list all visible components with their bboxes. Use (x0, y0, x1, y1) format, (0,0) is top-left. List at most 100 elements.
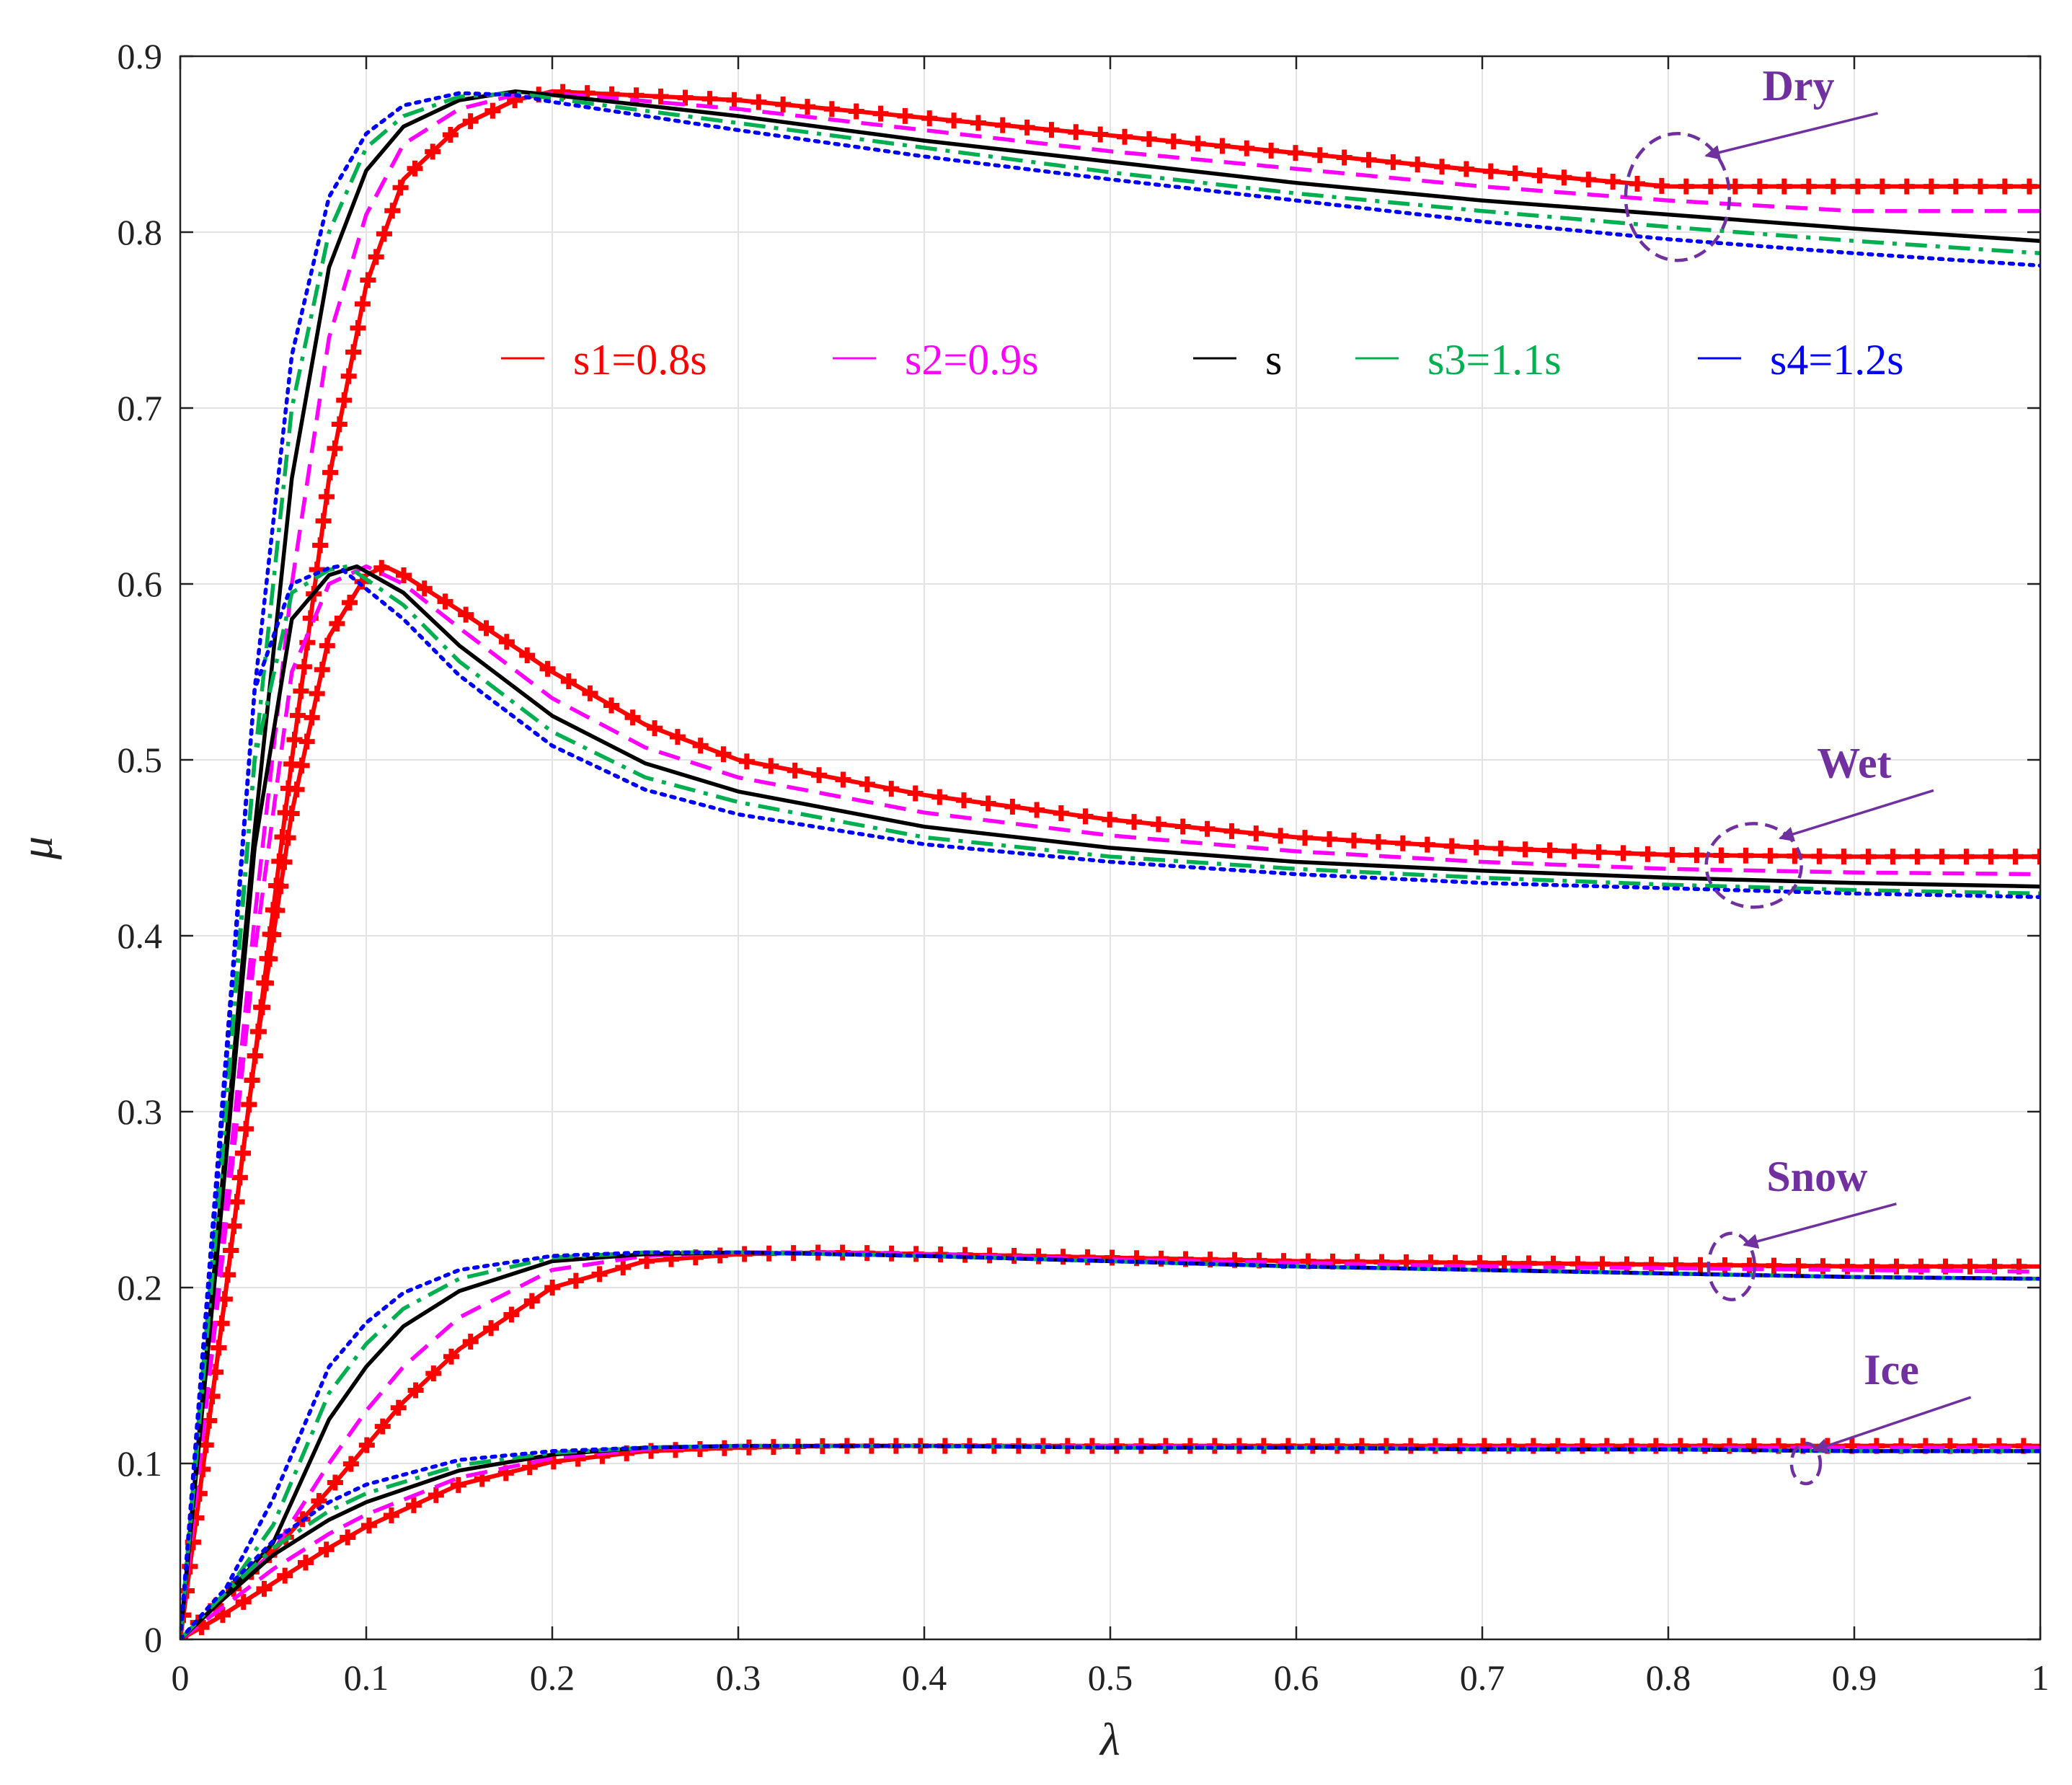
series-wet-s1-marker-70 (931, 789, 948, 805)
series-wet-s1-marker-89 (1394, 835, 1411, 851)
series-wet-s1-marker-21 (238, 1120, 254, 1137)
annotation-dry: Dry (1624, 62, 1879, 262)
series-wet-s1-marker-82 (1223, 823, 1240, 839)
x-tick-label-9: 0.9 (1832, 1657, 1877, 1698)
series-wet-s1-marker-77 (1102, 811, 1118, 828)
series-dry-s1-marker-47 (319, 488, 335, 505)
surface-snow (180, 1244, 2040, 1639)
series-ice-s1-marker-11 (405, 1497, 422, 1513)
annotation-circle-wet (1704, 822, 1803, 909)
y-tick-label-7: 0.7 (118, 388, 163, 428)
series-wet-s1-marker-110 (1909, 849, 1926, 865)
x-tick-label-2: 0.2 (530, 1657, 575, 1698)
series-dry-s1-marker-65 (484, 102, 501, 119)
series-snow-s1-marker-67 (1668, 1257, 1684, 1273)
series-ice-s1-marker-7 (318, 1541, 335, 1558)
series-wet-s1-marker-31 (273, 878, 289, 895)
series-wet-s-line (180, 564, 2040, 1639)
y-axis-label: μ (11, 836, 62, 860)
series-wet-s1-marker-81 (1199, 820, 1216, 837)
series-dry-s1-marker-124 (1923, 178, 1939, 195)
series-wet-s1-marker-24 (247, 1047, 263, 1064)
series-dry-s1-marker-125 (1947, 178, 1964, 195)
series-wet-s1-marker-58 (647, 720, 663, 737)
series-wet-s1-marker-19 (231, 1169, 248, 1186)
y-tick-label-1: 0.1 (118, 1443, 163, 1484)
annotation-label-wet: Wet (1817, 739, 1891, 787)
series-dry-s1-marker-94 (1190, 136, 1206, 152)
series-ice-s1-marker-13 (450, 1476, 466, 1493)
series-wet-s1-marker-27 (258, 975, 275, 991)
series-dry-s1-marker-61 (407, 160, 423, 177)
series-dry-s1-marker-39 (293, 683, 309, 699)
series-wet-s1-marker-29 (265, 926, 282, 943)
series-dry-s1-marker-97 (1263, 142, 1280, 159)
series-dry-s1-marker-81 (872, 105, 889, 122)
series-snow-s1-marker-28 (712, 1247, 728, 1264)
series-dry-s1-marker-114 (1678, 178, 1694, 195)
series-dry-s1-marker-102 (1385, 154, 1402, 170)
series-dry-s1-marker-99 (1311, 147, 1328, 164)
series-dry-s1-marker-78 (799, 99, 815, 115)
series-dry-s1-marker-54 (350, 320, 366, 337)
series-wet-s1-marker-25 (250, 1024, 267, 1040)
series-wet-s1-marker-46 (396, 567, 412, 584)
series-dry-s1-marker-73 (677, 89, 694, 106)
series-snow-s1-marker-18 (483, 1320, 500, 1337)
x-tick-label-6: 0.6 (1274, 1657, 1319, 1698)
series-wet-s1-marker-59 (669, 729, 686, 745)
series-dry-s1-marker-100 (1336, 149, 1352, 166)
x-tick-label-10: 1 (2032, 1657, 2050, 1698)
series-dry-s1-marker-52 (340, 368, 357, 384)
series-wet-s1-marker-36 (293, 757, 310, 774)
series-dry-s1-marker-57 (368, 249, 384, 265)
legend-item-s: s (1193, 336, 1282, 384)
series-dry-s1-marker-126 (1972, 178, 1988, 195)
series-dry-s3-line (180, 91, 2040, 1639)
series-wet-s1-marker-95 (1541, 842, 1558, 859)
series-wet-s1-marker-103 (1737, 847, 1754, 864)
series-dry-s1-marker-84 (946, 112, 962, 129)
series-dry-s1-markers (180, 84, 2037, 1639)
series-dry-s1-marker-60 (392, 180, 409, 196)
series-dry-s1-marker-101 (1360, 151, 1377, 168)
series-dry-s1-marker-75 (726, 92, 743, 108)
x-tick-label-4: 0.4 (902, 1657, 947, 1698)
annotation-label-ice: Ice (1864, 1346, 1919, 1394)
series-dry-s1-marker-98 (1287, 145, 1303, 161)
y-tick-label-4: 0.4 (118, 916, 163, 956)
series-ice-s1-marker-51 (1378, 1438, 1394, 1454)
legend-label-s2: s2=0.9s (905, 336, 1039, 384)
series-dry-s1-marker-92 (1141, 130, 1157, 147)
series-wet-s1-marker-90 (1419, 836, 1435, 853)
annotation-arrow-ice (1812, 1396, 1972, 1453)
series-wet-s1-marker-39 (309, 686, 325, 702)
series-snow-s1-marker-71 (1766, 1257, 1782, 1274)
series-wet-s1-marker-71 (955, 792, 972, 809)
series-dry-s1-marker-93 (1165, 133, 1182, 150)
annotation-arrow-wet (1778, 789, 1934, 842)
series-wet-s2-line (180, 564, 2040, 1639)
series-wet-s1-marker-84 (1272, 828, 1289, 844)
series-dry-s1-marker-40 (296, 658, 312, 675)
annotation-label-snow: Snow (1766, 1153, 1868, 1200)
legend-item-s3: s3=1.1s (1355, 336, 1562, 384)
series-wet-s1-marker-28 (262, 951, 278, 967)
series-dry-s1-marker-82 (897, 107, 913, 124)
series-wet-s1-marker-64 (787, 762, 803, 779)
series-wet-s1-marker-42 (329, 615, 345, 632)
series-ice-s1-marker-6 (297, 1554, 314, 1571)
series-dry-s1-marker-115 (1702, 178, 1719, 195)
annotation-circle-snow (1706, 1231, 1756, 1301)
y-tick-label-9: 0.9 (118, 36, 163, 76)
series-wet-s1-marker-67 (859, 776, 875, 792)
series-dry-s1-marker-77 (775, 96, 792, 112)
legend-label-s4: s4=1.2s (1770, 336, 1904, 384)
series-wet-s1-marker-30 (269, 902, 285, 918)
series-wet-s1-marker-102 (1713, 847, 1730, 864)
y-tick-label-8: 0.8 (118, 212, 163, 252)
series-dry-s1-marker-79 (823, 101, 840, 118)
series-wet-s1-marker-93 (1492, 840, 1509, 856)
legend-item-s2: s2=0.9s (833, 336, 1039, 384)
